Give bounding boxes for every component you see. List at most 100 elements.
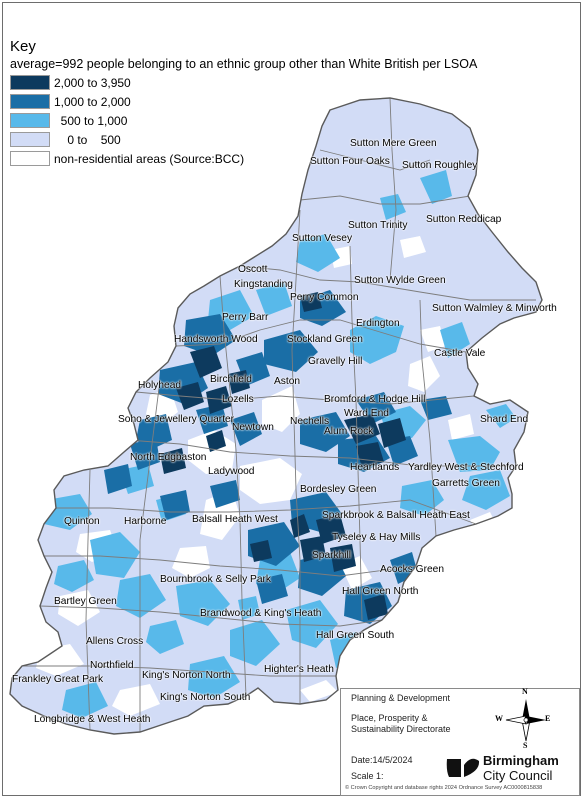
lsoa-area <box>300 412 350 452</box>
legend-label: 500 to 1,000 <box>54 113 128 128</box>
place-label: Sutton Trinity <box>348 220 408 231</box>
lsoa-area <box>90 532 140 578</box>
lsoa-area <box>344 414 380 444</box>
lsoa-area <box>256 574 288 604</box>
compass-rose-icon: N S E W <box>495 687 551 750</box>
place-label: Brandwood & King's Heath <box>200 608 322 619</box>
lsoa-area <box>160 490 190 520</box>
place-label: Soho & Jewellery Quarter <box>118 414 235 425</box>
lsoa-area <box>420 396 452 420</box>
council-logo-icon <box>445 751 481 781</box>
lsoa-area <box>62 682 108 718</box>
legend-swatch <box>10 94 50 109</box>
lsoa-area <box>196 404 228 434</box>
legend-label: 1,000 to 2,000 <box>54 94 131 109</box>
lsoa-area <box>116 574 166 618</box>
place-label: King's Norton North <box>142 670 231 681</box>
lsoa-area <box>190 346 222 378</box>
legend-swatch <box>10 151 50 166</box>
lsoa-area <box>378 418 406 448</box>
legend-swatch <box>10 75 50 90</box>
place-label: Castle Vale <box>434 348 486 359</box>
lsoa-area <box>206 430 226 452</box>
place-label: Sparkbrook & Balsall Heath East <box>322 510 470 521</box>
lsoa-area <box>350 316 404 364</box>
ward-boundary <box>419 299 437 537</box>
ward-boundary <box>299 195 471 205</box>
legend-title: Key <box>10 38 36 55</box>
place-label: Tyseley & Hay Mills <box>332 532 421 543</box>
lsoa-area <box>146 620 184 654</box>
council-name-line-1: Birmingham <box>483 753 559 768</box>
ward-boundary <box>139 379 161 732</box>
place-label: Balsall Heath West <box>192 514 278 525</box>
lsoa-area <box>188 656 240 698</box>
legend-item: 500 to 1,000 <box>10 111 244 130</box>
lsoa-area <box>364 594 388 620</box>
lsoa-area <box>262 386 300 432</box>
ward-boundary <box>44 555 417 577</box>
place-label: Birchfield <box>210 374 252 385</box>
place-label: Aston <box>274 376 301 387</box>
place-label: Newtown <box>232 422 274 433</box>
ward-boundary <box>22 665 336 677</box>
lsoa-area <box>448 436 500 472</box>
lsoa-area <box>130 438 160 470</box>
lsoa-area <box>408 356 440 392</box>
lsoa-area <box>256 282 292 316</box>
lsoa-area <box>448 414 474 440</box>
lsoa-area <box>300 536 326 562</box>
legend-subtitle: average=992 people belonging to an ethni… <box>10 57 478 71</box>
place-label: Nechells <box>290 416 330 427</box>
place-label: Erdington <box>356 318 400 329</box>
place-label: Sutton Four Oaks <box>310 156 390 167</box>
legend-item: 2,000 to 3,950 <box>10 73 244 92</box>
map-scale: Scale 1: <box>351 771 384 781</box>
lsoa-area <box>300 680 338 702</box>
place-label: Sutton Reddicap <box>426 214 502 225</box>
place-label: Frankley Great Park <box>12 674 104 685</box>
place-label: Yardley West & Stechford <box>408 462 524 473</box>
lsoa-area <box>330 544 356 572</box>
place-label: Sutton Walmley & Minworth <box>432 303 557 314</box>
lsoa-area <box>264 330 318 372</box>
legend-swatch <box>10 132 50 147</box>
place-label: Longbridge & West Heath <box>34 714 151 725</box>
lsoa-area <box>228 370 250 394</box>
lsoa-area <box>230 412 262 446</box>
lsoa-area <box>238 596 260 620</box>
place-label: Gravelly Hill <box>308 356 363 367</box>
legend-label: non-residential areas (Source:BCC) <box>54 151 245 166</box>
lsoa-area <box>286 600 338 648</box>
place-label: Hall Green North <box>342 586 419 597</box>
lsoa-area <box>420 170 452 204</box>
place-label: Shard End <box>480 414 529 425</box>
place-label: Ladywood <box>208 466 255 477</box>
ward-boundary <box>239 265 536 301</box>
place-label: Ward End <box>344 408 389 419</box>
lsoa-area <box>250 540 272 562</box>
lsoa-area <box>296 234 340 272</box>
ward-boundary <box>39 605 383 627</box>
lsoa-area <box>300 292 322 312</box>
legend-item: non-residential areas (Source:BCC) <box>10 149 244 168</box>
place-label: Lozells <box>222 394 254 405</box>
place-label: Bordesley Green <box>300 484 377 495</box>
place-label: Sutton Mere Green <box>350 138 437 149</box>
place-label: Sutton Vesey <box>292 233 353 244</box>
lsoa-area <box>486 404 516 428</box>
lsoa-area <box>104 464 132 494</box>
place-label: Stockland Green <box>287 334 363 345</box>
ward-boundary <box>85 469 91 731</box>
lsoa-area <box>316 514 346 544</box>
lsoa-area <box>58 590 100 626</box>
lsoa-area <box>462 470 510 510</box>
ward-boundary <box>291 209 301 704</box>
lsoa-area <box>206 386 232 414</box>
place-label: Holyhead <box>138 380 182 391</box>
lsoa-area <box>54 560 94 592</box>
place-label: Bartley Green <box>54 596 117 607</box>
place-label: Oscott <box>238 264 268 275</box>
lsoa-area <box>184 314 236 356</box>
